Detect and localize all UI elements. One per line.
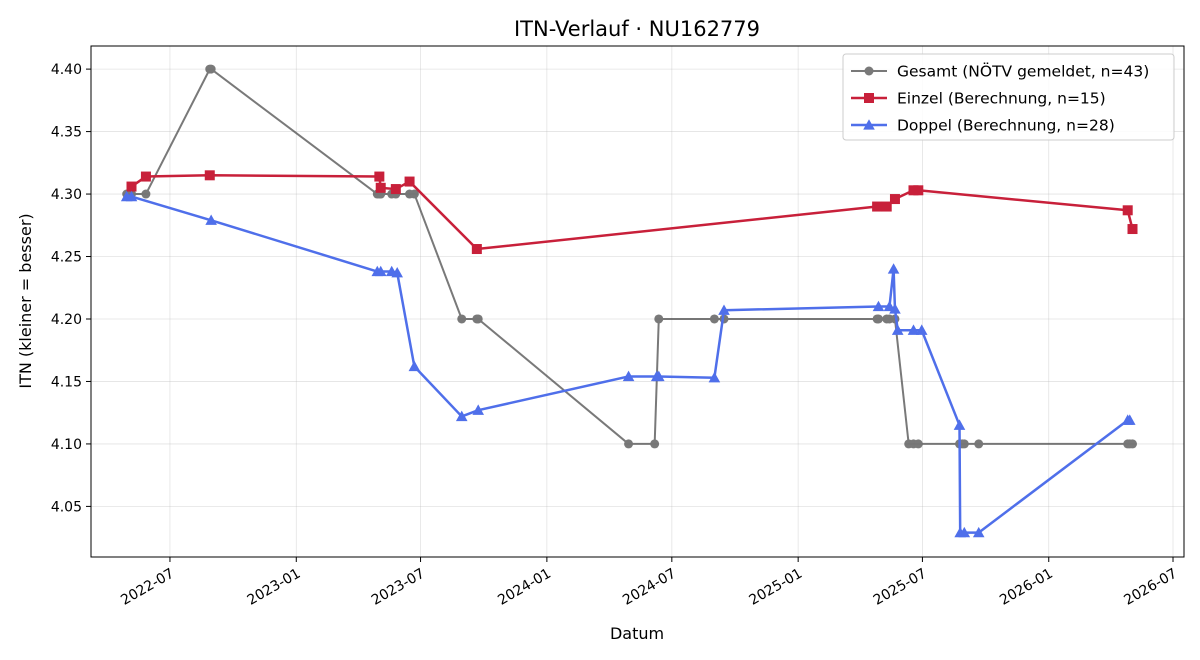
data-point <box>473 314 483 324</box>
chart-title: ITN-Verlauf · NU162779 <box>514 17 760 41</box>
series-square <box>126 170 1138 255</box>
y-tick-label: 4.10 <box>51 437 82 453</box>
data-point <box>972 526 985 538</box>
data-point <box>126 181 137 192</box>
data-point <box>872 201 883 212</box>
data-point <box>654 314 664 324</box>
data-point <box>873 314 883 324</box>
data-point <box>408 360 421 372</box>
data-point <box>140 171 151 182</box>
data-point <box>1128 439 1138 449</box>
y-tick-label: 4.25 <box>51 250 82 266</box>
y-tick-label: 4.35 <box>51 125 82 141</box>
data-point <box>125 190 138 202</box>
data-point <box>375 182 386 193</box>
legend: Gesamt (NÖTV gemeldet, n=43) Einzel (Bere… <box>842 53 1175 141</box>
data-point <box>872 300 885 312</box>
y-axis-label: ITN (kleiner = besser) <box>16 213 35 388</box>
series-layer <box>120 64 1138 538</box>
data-point <box>374 265 387 277</box>
data-point <box>455 410 468 422</box>
y-tick-label: 4.15 <box>51 374 82 390</box>
data-point <box>913 439 923 449</box>
data-point <box>718 304 730 315</box>
data-point <box>391 266 404 278</box>
data-point <box>622 370 635 382</box>
data-point <box>1123 414 1136 425</box>
data-point <box>907 324 920 335</box>
y-tick-label: 4.40 <box>51 62 82 78</box>
data-point <box>889 194 900 205</box>
y-tick-label: 4.20 <box>51 312 82 328</box>
data-point <box>891 324 904 335</box>
legend-entry <box>851 66 887 76</box>
data-point <box>915 324 928 335</box>
series-line <box>126 195 1130 534</box>
data-point <box>141 189 151 199</box>
data-point <box>205 214 217 225</box>
data-point <box>457 314 467 324</box>
data-point <box>624 439 634 449</box>
series-triangle <box>120 190 1136 538</box>
legend-marker <box>863 119 875 130</box>
data-point <box>652 370 665 382</box>
legend-label: Gesamt (NÖTV gemeldet, n=43) <box>897 62 1149 81</box>
data-point <box>708 371 721 383</box>
legend-marker <box>864 93 874 103</box>
data-point <box>204 170 215 181</box>
legend-label: Einzel (Berechnung, n=15) <box>897 90 1106 108</box>
data-point <box>958 526 971 538</box>
legend-label: Doppel (Berechnung, n=28) <box>897 117 1115 135</box>
data-point <box>974 439 984 449</box>
legend-marker <box>864 66 874 76</box>
data-point <box>1127 224 1138 235</box>
data-point <box>390 184 401 195</box>
data-point <box>959 439 969 449</box>
data-point <box>206 64 216 74</box>
legend-box <box>842 53 1175 141</box>
data-point <box>404 176 415 187</box>
plot-frame <box>90 45 1185 558</box>
data-point <box>472 404 485 415</box>
data-point <box>889 303 901 314</box>
legend-entry <box>851 119 887 130</box>
data-point <box>650 439 660 449</box>
data-point <box>1122 205 1133 216</box>
data-point <box>913 185 924 196</box>
data-point <box>709 314 719 324</box>
data-point <box>471 244 482 255</box>
x-axis-label: Datum <box>610 624 664 643</box>
data-point <box>881 201 892 212</box>
y-axis: 4.05 4.10 4.15 4.20 4.25 4.30 4.35 4.40 <box>51 62 91 515</box>
y-tick-label: 4.30 <box>51 187 82 203</box>
y-tick-label: 4.05 <box>51 499 82 515</box>
data-point <box>374 171 385 182</box>
data-point <box>953 419 966 430</box>
data-point <box>887 263 900 274</box>
legend-entry <box>851 93 887 103</box>
data-point <box>409 189 419 199</box>
